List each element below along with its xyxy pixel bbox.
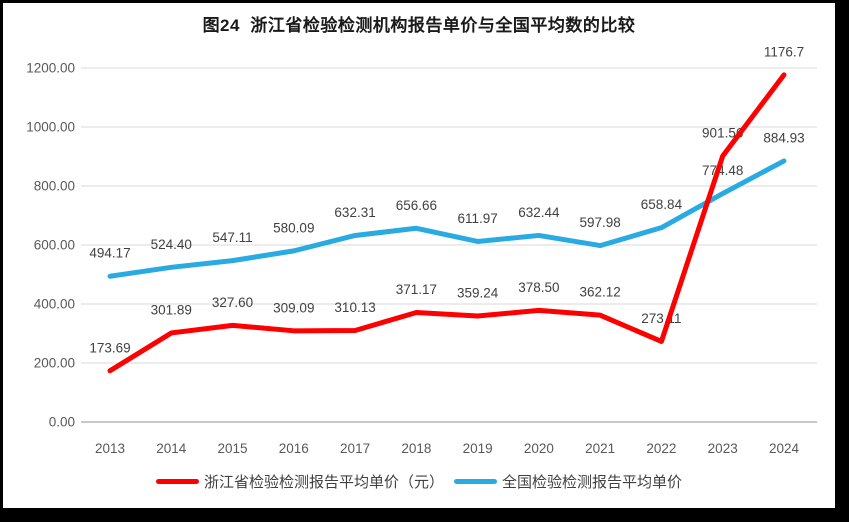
zhejiang-data-label: 901.56 xyxy=(702,126,743,141)
x-axis-tick-label: 2022 xyxy=(646,441,676,456)
national-data-label: 524.40 xyxy=(151,237,192,252)
zhejiang-data-label: 362.12 xyxy=(580,285,621,300)
national-data-label: 884.93 xyxy=(763,130,804,145)
x-axis-tick-label: 2014 xyxy=(156,441,187,456)
legend-label-national: 全国检验检测报告平均单价 xyxy=(502,474,683,491)
legend-label-zhejiang: 浙江省检验检测报告平均单价（元） xyxy=(203,474,444,491)
zhejiang-series-swatch-icon xyxy=(155,479,199,484)
chart-title: 图24 浙江省检验检测机构报告单价与全国平均数的比较 xyxy=(202,16,636,35)
national-data-label: 597.98 xyxy=(580,215,621,230)
x-axis-tick-label: 2023 xyxy=(708,441,738,456)
y-axis-tick-label: 0.00 xyxy=(49,415,75,430)
zhejiang-data-label: 173.69 xyxy=(89,340,130,355)
national-data-label: 580.09 xyxy=(273,220,314,235)
x-axis-tick-label: 2019 xyxy=(463,441,493,456)
x-axis-tick-label: 2017 xyxy=(340,441,370,456)
zhejiang-data-label: 309.09 xyxy=(273,300,314,315)
zhejiang-data-label: 378.50 xyxy=(518,280,559,295)
y-axis-tick-label: 1200.00 xyxy=(26,61,75,76)
x-axis-tick-label: 2020 xyxy=(524,441,554,456)
line-chart-plot-area: 0.00 200.00 400.00 600.00 800.00 1000.00 1200.… xyxy=(26,44,817,456)
national-data-label: 656.66 xyxy=(396,198,437,213)
zhejiang-data-label: 371.17 xyxy=(396,282,437,297)
y-axis-tick-label: 800.00 xyxy=(34,179,75,194)
x-axis-tick-label: 2024 xyxy=(769,441,800,456)
zhejiang-data-label: 310.13 xyxy=(334,300,375,315)
national-series-swatch-icon xyxy=(454,479,497,484)
legend-item-zhejiang: 浙江省检验检测报告平均单价（元） xyxy=(155,471,444,492)
chart-canvas: 图24 浙江省检验检测机构报告单价与全国平均数的比较 0.00 200.00 400… xyxy=(3,3,835,508)
national-data-label: 632.44 xyxy=(518,205,560,220)
x-axis-tick-label: 2021 xyxy=(585,441,615,456)
national-data-label: 494.17 xyxy=(89,246,130,261)
zhejiang-data-label: 301.89 xyxy=(151,302,192,317)
national-data-label: 774.48 xyxy=(702,163,743,178)
national-data-label: 611.97 xyxy=(457,211,497,226)
zhejiang-data-label: 327.60 xyxy=(212,295,253,310)
national-data-label: 632.31 xyxy=(334,205,375,220)
zhejiang-data-label: 273.11 xyxy=(641,311,681,326)
x-axis-tick-label: 2018 xyxy=(401,441,431,456)
national-data-label: 547.11 xyxy=(212,230,252,245)
y-axis-tick-label: 1000.00 xyxy=(26,120,75,135)
x-axis-tick-label: 2013 xyxy=(95,441,125,456)
x-axis-tick-label: 2016 xyxy=(279,441,309,456)
zhejiang-data-label: 359.24 xyxy=(457,286,499,301)
chart-legend: 浙江省检验检测报告平均单价（元） 全国检验检测报告平均单价 xyxy=(3,471,835,492)
zhejiang-series-line xyxy=(107,72,787,374)
national-series-line xyxy=(107,158,787,279)
zhejiang-data-label: 1176.7 xyxy=(764,44,804,59)
x-axis-tick-label: 2015 xyxy=(218,441,248,456)
y-axis-tick-label: 600.00 xyxy=(34,238,75,253)
y-axis-tick-label: 400.00 xyxy=(34,297,75,312)
national-data-label: 658.84 xyxy=(641,197,683,212)
legend-item-national: 全国检验检测报告平均单价 xyxy=(454,471,682,492)
y-axis-tick-label: 200.00 xyxy=(34,356,75,371)
